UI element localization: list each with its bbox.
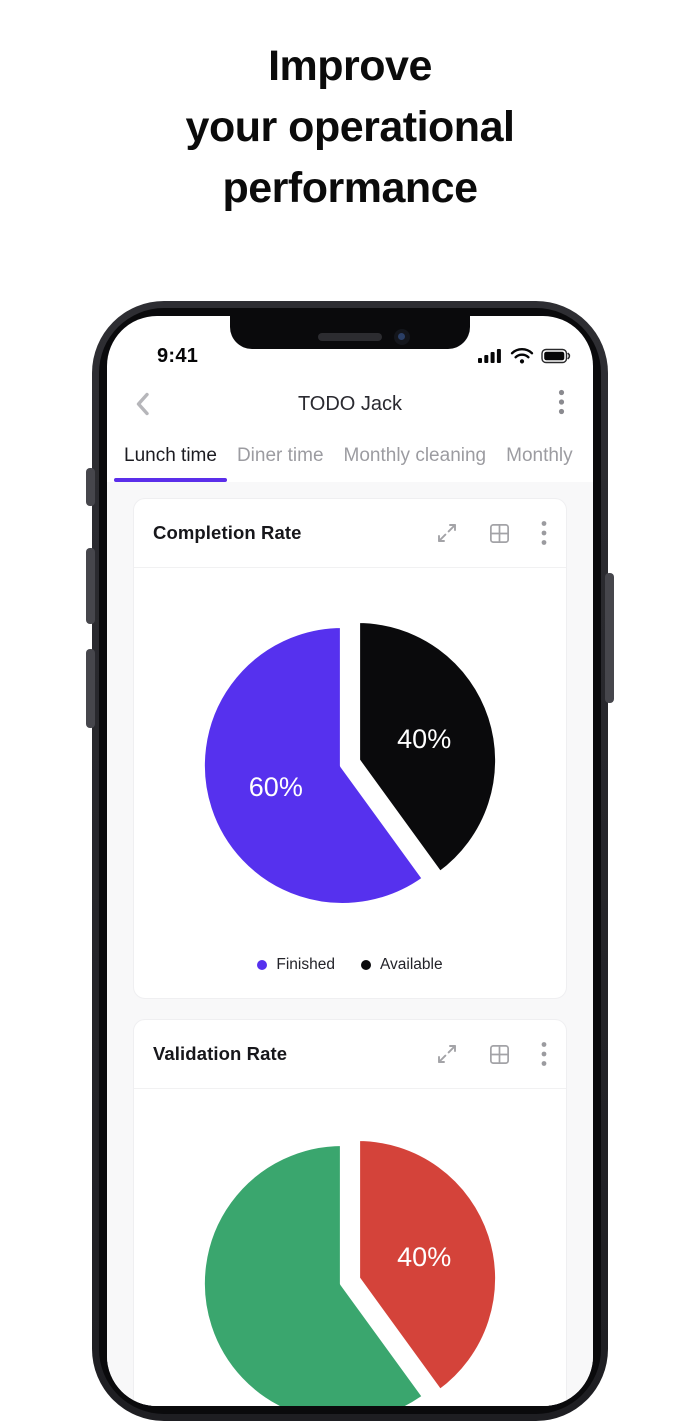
- svg-text:60%: 60%: [249, 772, 303, 802]
- tab-diner-time[interactable]: Diner time: [236, 445, 324, 466]
- card-title: Completion Rate: [153, 522, 302, 543]
- chart-legend: Finished Available: [134, 956, 566, 974]
- phone-screen: 9:41: [107, 316, 593, 1406]
- card-menu-button[interactable]: [541, 1041, 547, 1067]
- tab-monthly-cleaning[interactable]: Monthly cleaning: [343, 445, 487, 466]
- expand-icon: [438, 524, 456, 542]
- legend-dot: [360, 960, 371, 970]
- volume-up-button: [86, 548, 95, 624]
- legend-item: Finished: [257, 956, 335, 974]
- tab-bar: Lunch time Diner time Monthly cleaning M…: [107, 430, 593, 482]
- dashboard-content: Completion Rate: [107, 482, 593, 1406]
- completion-rate-card: Completion Rate: [133, 498, 567, 999]
- svg-text:40%: 40%: [397, 1242, 451, 1272]
- nav-menu-button[interactable]: [558, 388, 573, 421]
- status-time: 9:41: [157, 344, 199, 367]
- completion-pie-chart: 40% 60%: [134, 568, 566, 954]
- volume-down-button: [86, 649, 95, 728]
- card-actions: [436, 520, 547, 546]
- grid-table-icon: [490, 523, 509, 543]
- legend-label: Available: [379, 956, 443, 973]
- tab-lunch-time[interactable]: Lunch time: [114, 430, 227, 482]
- cellular-signal-icon: [478, 349, 501, 363]
- expand-button[interactable]: [436, 1043, 458, 1065]
- table-view-button[interactable]: [488, 1043, 511, 1066]
- chevron-left-icon: [136, 392, 149, 416]
- phone-notch: [230, 316, 470, 349]
- tab-monthly-partial[interactable]: Monthly: [506, 445, 573, 466]
- battery-icon: [541, 348, 571, 364]
- mute-switch: [86, 468, 95, 506]
- kebab-menu-icon: [541, 1042, 547, 1066]
- svg-text:40%: 40%: [397, 724, 451, 754]
- nav-bar: TODO Jack: [107, 378, 593, 430]
- card-menu-button[interactable]: [541, 520, 547, 546]
- table-view-button[interactable]: [488, 522, 511, 545]
- card-header: Completion Rate: [134, 499, 566, 568]
- page-header-title: TODO Jack: [297, 392, 403, 415]
- validation-pie-chart: 40%: [134, 1089, 566, 1406]
- expand-icon: [438, 1045, 456, 1063]
- grid-table-icon: [490, 1044, 509, 1064]
- legend-dot: [257, 960, 268, 970]
- card-header: Validation Rate: [134, 1020, 566, 1089]
- back-button[interactable]: [127, 391, 171, 417]
- page-title: Improve your operational performance: [185, 42, 515, 213]
- wifi-icon: [510, 348, 534, 364]
- power-button: [605, 573, 614, 703]
- card-title: Validation Rate: [153, 1043, 288, 1064]
- kebab-menu-icon: [541, 521, 547, 545]
- speaker-grille: [318, 333, 382, 341]
- legend-label: Finished: [276, 956, 335, 973]
- phone-mockup: 9:41: [86, 301, 614, 1421]
- expand-button[interactable]: [436, 522, 458, 544]
- kebab-menu-icon: [558, 389, 565, 414]
- validation-rate-card: Validation Rate: [133, 1019, 567, 1406]
- front-camera: [394, 329, 410, 345]
- status-icons: [478, 348, 571, 364]
- phone-bezel: 9:41: [99, 308, 601, 1414]
- status-bar: 9:41: [107, 316, 593, 374]
- legend-item: Available: [360, 956, 443, 974]
- card-actions: [436, 1041, 547, 1067]
